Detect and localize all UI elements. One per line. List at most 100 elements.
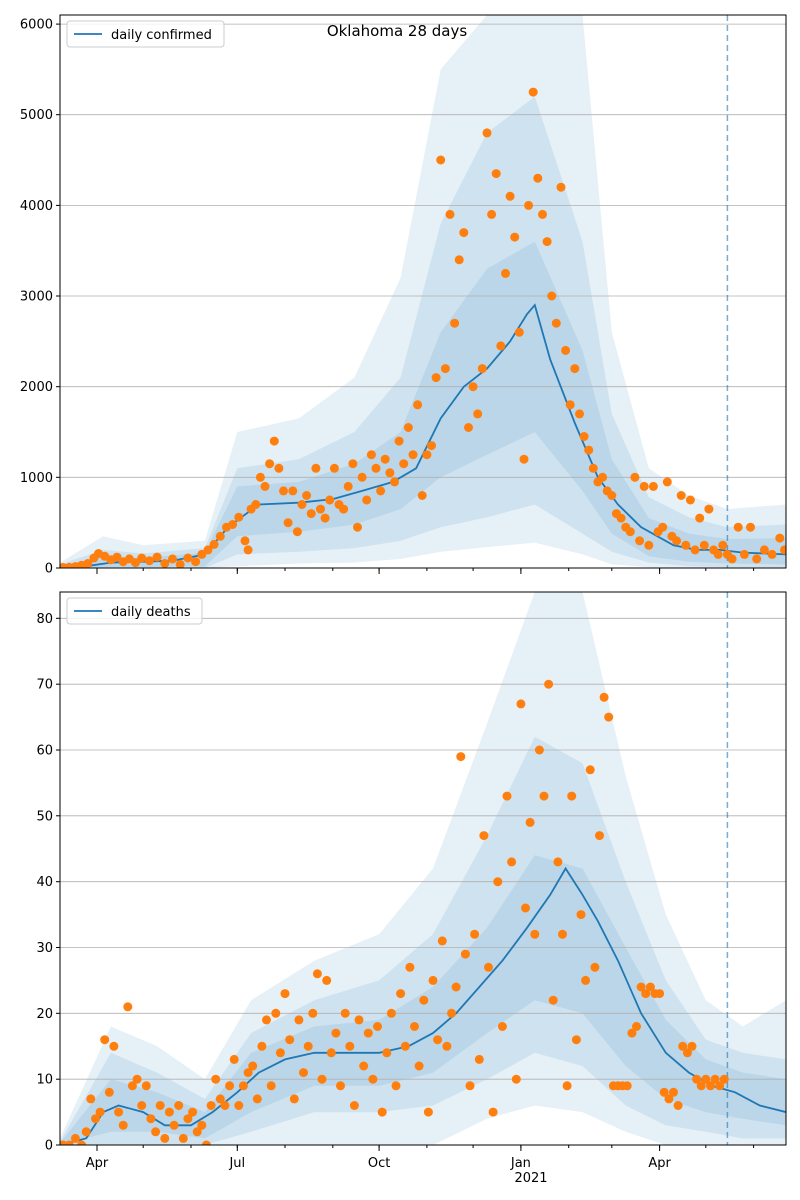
data-point	[496, 341, 506, 351]
data-point	[211, 1074, 221, 1084]
data-point	[408, 450, 418, 460]
data-point	[279, 486, 288, 496]
data-point	[137, 1101, 147, 1110]
data-point	[178, 1133, 188, 1143]
data-point	[585, 765, 595, 775]
data-point	[701, 1074, 711, 1084]
data-point	[229, 1054, 239, 1064]
y-tick-label: 1000	[20, 471, 53, 486]
y-tick-label: 0	[45, 562, 53, 577]
data-point	[81, 1127, 91, 1137]
data-point	[371, 463, 381, 473]
data-point	[428, 975, 438, 985]
data-point	[669, 1087, 678, 1097]
data-point	[191, 557, 201, 567]
uncertainty-band-1	[60, 15, 786, 568]
data-point	[682, 1048, 692, 1058]
data-point	[706, 1081, 715, 1091]
data-point	[588, 463, 598, 473]
data-point	[137, 553, 147, 563]
data-point	[759, 545, 769, 555]
data-point	[534, 745, 544, 755]
data-point	[567, 791, 577, 801]
data-point	[422, 450, 432, 460]
data-point	[719, 1074, 729, 1084]
data-point	[641, 989, 651, 999]
data-point	[197, 1120, 207, 1130]
data-point	[514, 327, 524, 337]
data-point	[713, 549, 723, 559]
data-point	[260, 481, 270, 491]
data-point	[168, 554, 177, 564]
data-point	[519, 454, 529, 464]
uncertainty-band-2	[60, 96, 786, 568]
data-point	[562, 1081, 572, 1091]
data-point	[440, 364, 450, 374]
data-point	[544, 679, 554, 689]
data-point	[86, 1094, 96, 1104]
y-tick-label: 40	[36, 875, 53, 890]
data-point	[220, 1101, 230, 1110]
data-point	[595, 831, 604, 841]
data-point	[362, 495, 372, 505]
data-point	[215, 531, 225, 541]
plot-area	[60, 592, 786, 1145]
data-point	[192, 1127, 202, 1137]
data-point	[294, 1015, 304, 1025]
data-point	[635, 536, 645, 546]
data-point	[343, 481, 353, 491]
y-tick-label: 2000	[20, 380, 53, 395]
data-point	[183, 553, 193, 563]
data-point	[695, 513, 705, 523]
data-point	[160, 1133, 170, 1143]
data-point	[477, 364, 487, 374]
data-point	[302, 491, 312, 500]
data-point	[292, 527, 302, 537]
data-point	[183, 1114, 193, 1124]
data-point	[83, 559, 93, 568]
data-point	[414, 1061, 424, 1071]
data-point	[238, 1081, 248, 1091]
data-point	[662, 477, 672, 487]
data-point	[303, 1041, 313, 1051]
data-point	[622, 1081, 632, 1091]
data-point	[417, 491, 427, 500]
data-point	[373, 1022, 382, 1031]
y-tick-label: 50	[36, 809, 53, 824]
data-point	[551, 318, 561, 328]
data-point	[752, 554, 762, 564]
data-point	[456, 752, 466, 762]
data-point	[427, 441, 436, 451]
data-point	[391, 1081, 401, 1091]
data-point	[146, 1114, 156, 1124]
data-point	[320, 513, 330, 523]
year-label: 2021	[514, 1171, 547, 1186]
data-point	[616, 513, 626, 523]
chart-title: Oklahoma 28 days	[327, 22, 468, 40]
data-point	[274, 463, 284, 473]
deaths-panel: 0 10 20 30 40 50 60 70 80 Apr Jul Oct Jan Apr daily de…	[36, 591, 787, 1171]
x-tick-label: Oct	[368, 1156, 390, 1171]
data-point	[630, 472, 640, 482]
data-point	[228, 520, 238, 529]
data-point	[482, 128, 492, 138]
x-tick-label: Jan	[510, 1156, 531, 1171]
data-point	[565, 400, 575, 410]
data-point	[739, 549, 749, 559]
data-point	[382, 1048, 392, 1058]
data-point	[336, 1081, 345, 1091]
legend: daily confirmed	[66, 20, 225, 48]
data-point	[299, 1068, 308, 1078]
data-point	[201, 1140, 211, 1145]
data-point	[175, 559, 185, 568]
data-point	[465, 1081, 475, 1091]
data-point	[687, 1041, 697, 1051]
data-point	[269, 436, 279, 446]
data-point	[659, 1087, 669, 1097]
data-point	[431, 373, 441, 383]
data-point	[396, 989, 406, 999]
data-point	[502, 791, 512, 801]
data-point	[188, 1107, 198, 1117]
confirmed-panel: 0 1000 2000 3000 4000 5000 6000 daily confirmed	[20, 14, 787, 577]
data-point	[576, 910, 586, 920]
